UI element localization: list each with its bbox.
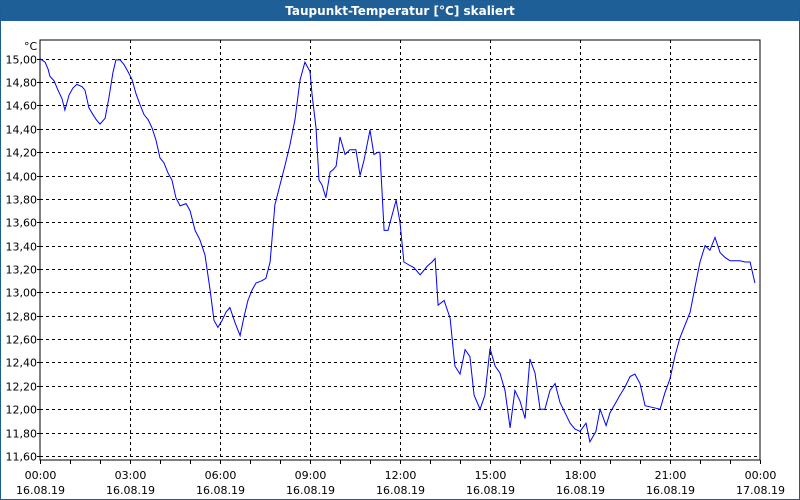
y-tick-label: 12,40 — [6, 357, 38, 370]
x-tick-date: 16.08.19 — [106, 484, 155, 497]
y-tick-label: 13,80 — [6, 194, 38, 207]
x-tick-time: 06:00 — [205, 469, 237, 482]
x-tick-date: 16.08.19 — [466, 484, 515, 497]
y-tick-label: 15,00 — [6, 54, 38, 67]
x-tick-date: 17.08.19 — [736, 484, 785, 497]
x-tick-date: 16.08.19 — [16, 484, 65, 497]
x-tick-time: 03:00 — [115, 469, 147, 482]
y-tick-label: 12,60 — [6, 334, 38, 347]
x-tick-time: 15:00 — [475, 469, 507, 482]
y-tick-label: 14,80 — [6, 77, 38, 90]
series-line — [39, 58, 756, 444]
x-tick-time: 21:00 — [655, 469, 687, 482]
x-tick-date: 16.08.19 — [376, 484, 425, 497]
y-tick-label: 14,60 — [6, 100, 38, 113]
x-tick-date: 16.08.19 — [286, 484, 335, 497]
x-tick-date: 16.08.19 — [196, 484, 245, 497]
y-tick-label: 14,20 — [6, 147, 38, 160]
grid — [40, 40, 760, 460]
y-tick-label: 12,00 — [6, 404, 38, 417]
y-tick-label: 12,20 — [6, 381, 38, 394]
x-tick-time: 00:00 — [25, 469, 57, 482]
y-tick-label: 11,60 — [6, 451, 38, 464]
y-tick-label: 11,80 — [6, 428, 38, 441]
y-tick-label: 13,40 — [6, 241, 38, 254]
x-tick-time: 00:00 — [745, 469, 777, 482]
x-tick-time: 12:00 — [385, 469, 417, 482]
x-tick-time: 09:00 — [295, 469, 327, 482]
x-tick-date: 16.08.19 — [646, 484, 695, 497]
window-title: Taupunkt-Temperatur [°C] skaliert — [1, 1, 799, 21]
y-tick-label: 14,00 — [6, 171, 38, 184]
y-tick-label: 13,60 — [6, 217, 38, 230]
y-tick-label: 13,00 — [6, 287, 38, 300]
y-tick-label: 14,40 — [6, 124, 38, 137]
x-tick-time: 18:00 — [565, 469, 597, 482]
x-axis: 00:00 16.08.19 03:00 16.08.19 06:00 16.08.19 0… — [16, 460, 785, 497]
y-unit-label: °C — [24, 40, 38, 53]
x-tick-date: 16.08.19 — [556, 484, 605, 497]
y-tick-label: 13,20 — [6, 264, 38, 277]
y-tick-label: 12,80 — [6, 311, 38, 324]
y-axis: 11,60 11,80 12,00 12,20 12,40 12,60 12,80 13,00… — [6, 54, 40, 464]
